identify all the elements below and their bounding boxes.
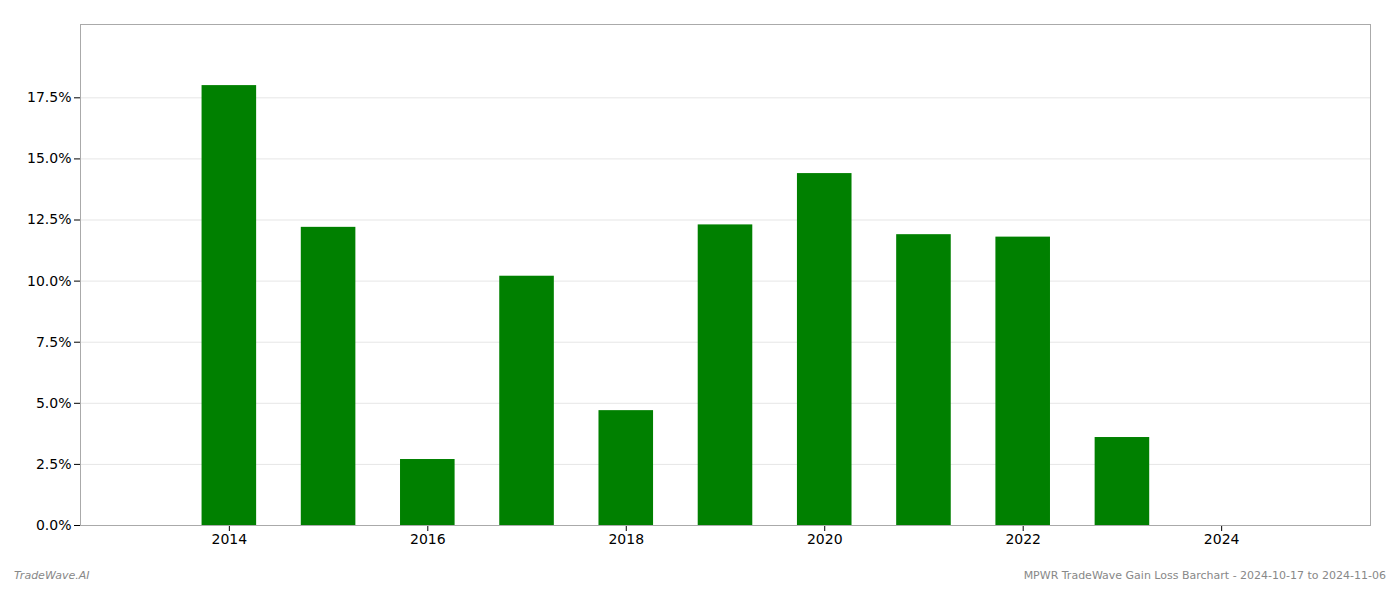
svg-text:2014: 2014	[212, 531, 248, 547]
html-text:TradeWave.AI: TradeWave.AI	[14, 569, 90, 582]
svg-text:0.0%: 0.0%	[36, 517, 72, 533]
svg-text:15.0%: 15.0%	[27, 150, 71, 166]
svg-text:2024: 2024	[1204, 531, 1240, 547]
svg-text:10.0%: 10.0%	[27, 273, 71, 289]
svg-text:17.5%: 17.5%	[27, 89, 71, 105]
svg-text:5.0%: 5.0%	[36, 395, 72, 411]
svg-text:2018: 2018	[608, 531, 644, 547]
svg-text:2.5%: 2.5%	[36, 456, 72, 472]
svg-text:7.5%: 7.5%	[36, 334, 72, 350]
svg-text:2020: 2020	[807, 531, 843, 547]
svg-text:2016: 2016	[410, 531, 446, 547]
svg-text:2022: 2022	[1005, 531, 1041, 547]
svg-text:12.5%: 12.5%	[27, 211, 71, 227]
html-text:MPWR TradeWave Gain Loss Barch: MPWR TradeWave Gain Loss Barchart - 2024…	[1023, 569, 1386, 582]
